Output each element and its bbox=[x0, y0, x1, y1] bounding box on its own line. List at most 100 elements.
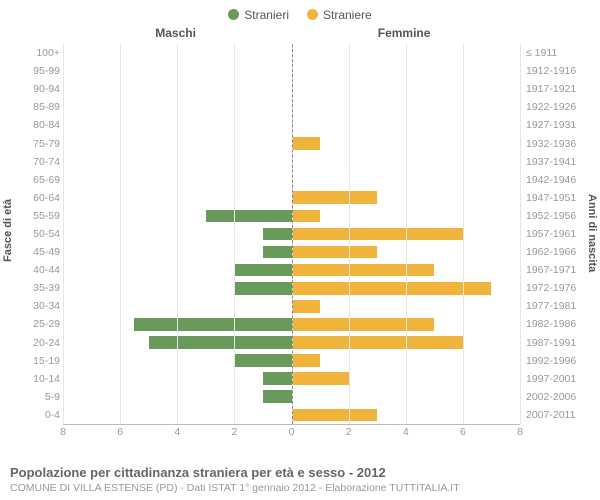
plot-area bbox=[63, 44, 520, 424]
gridline bbox=[406, 44, 407, 424]
bar-female bbox=[292, 191, 378, 204]
gridline bbox=[63, 44, 64, 424]
birth-label: 1997-2001 bbox=[526, 373, 584, 385]
birth-label: 2007-2011 bbox=[526, 409, 584, 421]
birth-label: 1967-1971 bbox=[526, 264, 584, 276]
column-headers: Maschi Femmine bbox=[0, 26, 600, 44]
age-label: 25-29 bbox=[18, 318, 60, 330]
age-label: 85-89 bbox=[18, 101, 60, 113]
birth-label: 1917-1921 bbox=[526, 83, 584, 95]
chart-container: Stranieri Straniere Maschi Femmine Fasce… bbox=[0, 0, 600, 500]
header-female: Femmine bbox=[378, 26, 431, 40]
age-label: 40-44 bbox=[18, 264, 60, 276]
bar-male bbox=[263, 390, 292, 403]
x-tick-label: 4 bbox=[174, 426, 180, 438]
bar-female bbox=[292, 137, 321, 150]
zero-axis bbox=[292, 44, 293, 424]
age-label: 50-54 bbox=[18, 228, 60, 240]
birth-year-labels: ≤ 1911 1912-1916 1917-1921 1922-1926 1927-19… bbox=[526, 44, 584, 424]
bar-female bbox=[292, 336, 463, 349]
chart-title: Popolazione per cittadinanza straniera p… bbox=[10, 465, 590, 480]
chart-area: Fasce di età 100+ 95-99 90-94 85-89 80-84 75-… bbox=[0, 44, 600, 444]
age-label: 80-84 bbox=[18, 119, 60, 131]
age-label: 0-4 bbox=[18, 409, 60, 421]
x-tick-label: 8 bbox=[60, 426, 66, 438]
x-tick-label: 4 bbox=[403, 426, 409, 438]
birth-label: 1952-1956 bbox=[526, 210, 584, 222]
bar-male bbox=[234, 282, 291, 295]
birth-label: 1937-1941 bbox=[526, 156, 584, 168]
bar-male bbox=[263, 246, 292, 259]
legend-dot-icon bbox=[307, 9, 318, 20]
y-axis-label-left: Fasce di età bbox=[2, 199, 14, 262]
gridline bbox=[349, 44, 350, 424]
chart-subtitle: COMUNE DI VILLA ESTENSE (PD) - Dati ISTA… bbox=[10, 482, 590, 494]
birth-label: 1982-1986 bbox=[526, 318, 584, 330]
bar-female bbox=[292, 282, 492, 295]
x-tick-label: 2 bbox=[346, 426, 352, 438]
x-tick-label: 0 bbox=[289, 426, 295, 438]
birth-label: 1992-1996 bbox=[526, 355, 584, 367]
legend-label-female: Straniere bbox=[323, 8, 372, 22]
legend-item-male: Stranieri bbox=[228, 8, 289, 22]
x-tick-label: 8 bbox=[517, 426, 523, 438]
birth-label: 1912-1916 bbox=[526, 65, 584, 77]
age-label: 15-19 bbox=[18, 355, 60, 367]
bar-female bbox=[292, 264, 435, 277]
age-label: 95-99 bbox=[18, 65, 60, 77]
age-label: 30-34 bbox=[18, 300, 60, 312]
birth-label: 1942-1946 bbox=[526, 174, 584, 186]
gridline bbox=[177, 44, 178, 424]
x-tick-label: 6 bbox=[117, 426, 123, 438]
bar-female bbox=[292, 246, 378, 259]
bar-male bbox=[149, 336, 292, 349]
x-tick-label: 6 bbox=[460, 426, 466, 438]
bar-male bbox=[206, 210, 292, 223]
x-tick-label: 2 bbox=[231, 426, 237, 438]
age-label: 35-39 bbox=[18, 282, 60, 294]
chart-footer: Popolazione per cittadinanza straniera p… bbox=[10, 465, 590, 494]
gridline bbox=[234, 44, 235, 424]
bar-male bbox=[234, 264, 291, 277]
bar-female bbox=[292, 210, 321, 223]
birth-label: ≤ 1911 bbox=[526, 47, 584, 59]
bar-female bbox=[292, 372, 349, 385]
bar-male bbox=[134, 318, 291, 331]
bar-male bbox=[234, 354, 291, 367]
birth-label: 1957-1961 bbox=[526, 228, 584, 240]
age-label: 20-24 bbox=[18, 337, 60, 349]
birth-label: 1962-1966 bbox=[526, 246, 584, 258]
bar-female bbox=[292, 300, 321, 313]
birth-label: 1927-1931 bbox=[526, 119, 584, 131]
bar-female bbox=[292, 318, 435, 331]
gridline bbox=[520, 44, 521, 424]
bar-male bbox=[263, 372, 292, 385]
bar-female bbox=[292, 354, 321, 367]
legend-label-male: Stranieri bbox=[244, 8, 289, 22]
birth-label: 2002-2006 bbox=[526, 391, 584, 403]
age-label: 100+ bbox=[18, 47, 60, 59]
bar-male bbox=[263, 228, 292, 241]
gridline bbox=[463, 44, 464, 424]
age-label: 45-49 bbox=[18, 246, 60, 258]
legend-item-female: Straniere bbox=[307, 8, 372, 22]
bar-female bbox=[292, 409, 378, 422]
birth-label: 1947-1951 bbox=[526, 192, 584, 204]
x-axis-ticks: 8 6 4 2 0 2 4 6 8 bbox=[63, 426, 520, 442]
birth-label: 1922-1926 bbox=[526, 101, 584, 113]
legend-dot-icon bbox=[228, 9, 239, 20]
header-male: Maschi bbox=[155, 26, 196, 40]
age-label: 75-79 bbox=[18, 138, 60, 150]
bar-female bbox=[292, 228, 463, 241]
birth-label: 1977-1981 bbox=[526, 300, 584, 312]
gridline bbox=[120, 44, 121, 424]
age-label: 60-64 bbox=[18, 192, 60, 204]
age-label: 10-14 bbox=[18, 373, 60, 385]
y-axis-label-right: Anni di nascita bbox=[586, 194, 598, 272]
legend: Stranieri Straniere bbox=[0, 0, 600, 26]
birth-label: 1987-1991 bbox=[526, 337, 584, 349]
age-label: 5-9 bbox=[18, 391, 60, 403]
age-label: 90-94 bbox=[18, 83, 60, 95]
age-label: 65-69 bbox=[18, 174, 60, 186]
x-axis-line bbox=[63, 424, 520, 425]
